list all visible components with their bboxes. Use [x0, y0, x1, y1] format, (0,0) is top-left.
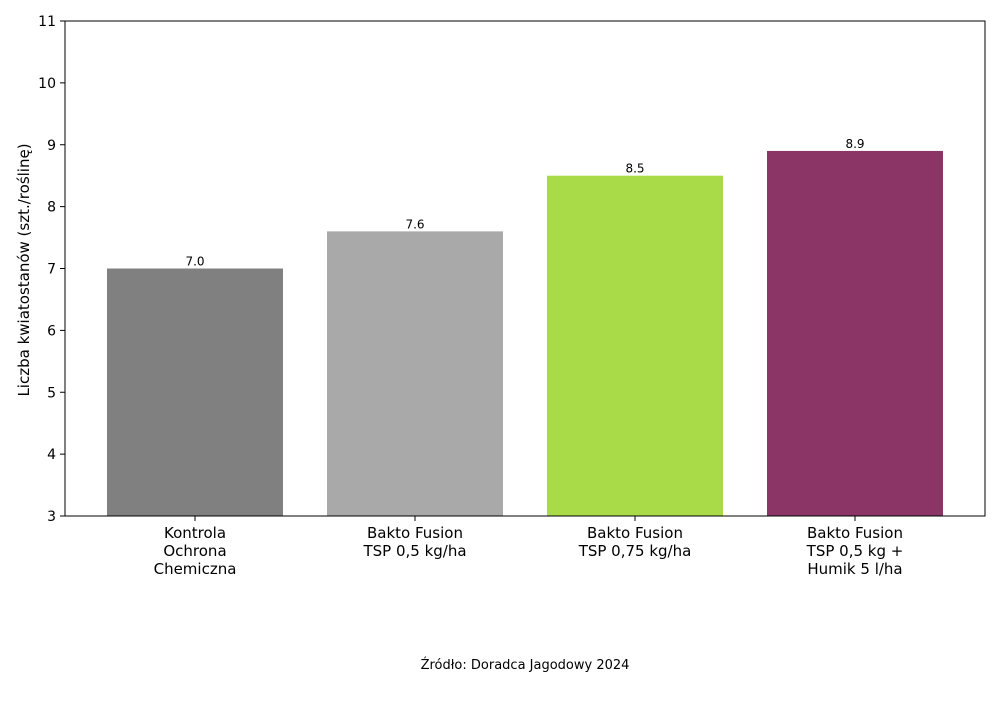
bar — [547, 175, 723, 516]
y-axis: 3 4 5 6 7 8 9 10 11 — [38, 14, 65, 525]
bar-value-label: 7.0 — [185, 255, 204, 269]
x-tick-label: Bakto Fusion TSP 0,75 kg/ha — [578, 524, 692, 560]
y-tick-label: 4 — [47, 447, 56, 463]
x-tick-label-line: Bakto Fusion — [587, 524, 683, 542]
y-tick-label: 7 — [47, 262, 56, 278]
x-tick-label-line: Humik 5 l/ha — [807, 560, 902, 578]
y-axis-title: Liczba kwiatostanów (szt./roślinę) — [15, 143, 33, 396]
x-tick-label-line: TSP 0,75 kg/ha — [578, 542, 692, 560]
y-tick-label: 6 — [47, 323, 56, 339]
bar-value-label: 8.9 — [845, 137, 864, 151]
bar — [767, 150, 943, 516]
x-tick-label-line: Kontrola — [164, 524, 226, 542]
y-tick-label: 10 — [38, 76, 56, 92]
bar — [327, 231, 503, 516]
source-note: Źródło: Doradca Jagodowy 2024 — [421, 657, 630, 673]
x-tick-label-line: TSP 0,5 kg + — [806, 542, 904, 560]
bar-value-label: 8.5 — [625, 162, 644, 176]
y-tick-label: 3 — [47, 509, 56, 525]
x-tick-label-line: Bakto Fusion — [807, 524, 903, 542]
y-tick-label: 5 — [47, 385, 56, 401]
y-tick-label: 8 — [47, 200, 56, 216]
x-tick-label: Bakto Fusion TSP 0,5 kg + Humik 5 l/ha — [806, 524, 904, 578]
x-tick-label-line: Bakto Fusion — [367, 524, 463, 542]
x-tick-label-line: Ochrona — [163, 542, 226, 560]
bars-layer — [107, 150, 943, 516]
bar — [107, 268, 283, 516]
x-tick-label-line: Chemiczna — [154, 560, 237, 578]
y-tick-label: 9 — [47, 138, 56, 154]
x-tick-label: Kontrola Ochrona Chemiczna — [154, 524, 237, 578]
x-tick-label: Bakto Fusion TSP 0,5 kg/ha — [362, 524, 466, 560]
data-labels-layer: 7.0 7.6 8.5 8.9 — [185, 137, 864, 269]
y-tick-label: 11 — [38, 14, 56, 30]
x-tick-label-line: TSP 0,5 kg/ha — [362, 542, 466, 560]
bar-value-label: 7.6 — [405, 217, 424, 231]
